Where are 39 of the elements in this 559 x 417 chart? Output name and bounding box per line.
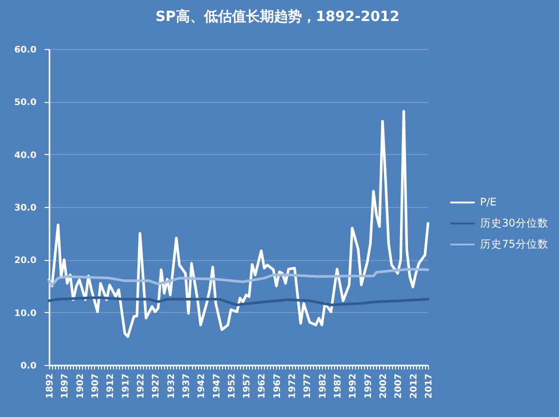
x-tick-label: 2002: [379, 374, 390, 399]
x-tick-label: 1997: [364, 374, 374, 399]
x-tick-label: 1897: [60, 374, 71, 399]
y-tick-label: 50.0: [14, 98, 36, 108]
x-tick-label: 1962: [258, 374, 268, 399]
x-tick-label: 1957: [242, 374, 253, 399]
x-tick-label: 1892: [46, 374, 56, 399]
x-tick-label: 1992: [348, 374, 359, 399]
x-tick-label: 1987: [334, 374, 344, 399]
x-tick-label: 1972: [288, 374, 298, 399]
x-tick-label: 2007: [394, 374, 404, 399]
x-tick-label: 1947: [212, 374, 222, 399]
y-tick-label: 30.0: [14, 204, 36, 214]
y-tick-label: 20.0: [14, 256, 36, 266]
x-tick-label: 1902: [76, 374, 86, 399]
x-tick-label: 1937: [182, 374, 192, 399]
y-tick-label: 10.0: [14, 308, 36, 319]
line-series: [48, 268, 430, 286]
x-tick-label: 1942: [197, 374, 208, 399]
chart-title: SP高、低估值长期趋势，1892-2012: [155, 8, 400, 25]
x-tick-label: 2012: [409, 374, 420, 399]
x-tick-label: 1917: [121, 374, 132, 399]
y-tick-label: 60.0: [14, 46, 36, 56]
line-series: [48, 296, 430, 306]
x-tick-label: 1932: [166, 374, 177, 399]
legend-label: 历史75分位数: [480, 238, 548, 250]
x-tick-label: 1912: [106, 374, 116, 399]
legend-label: P/E: [480, 196, 497, 208]
x-tick-label: 1982: [318, 374, 328, 399]
x-tick-label: 1967: [272, 374, 283, 399]
x-tick-label: 1922: [136, 374, 146, 399]
y-tick-label: 0.0: [20, 362, 36, 372]
x-tick-label: 1907: [90, 374, 101, 399]
x-tick-label: 1927: [152, 374, 162, 399]
y-tick-label: 40.0: [14, 150, 36, 161]
legend-label: 历史30分位数: [480, 216, 548, 230]
x-tick-label: 1977: [303, 374, 314, 399]
x-tick-label: 2017: [424, 374, 434, 399]
x-tick-label: 1952: [227, 374, 238, 399]
